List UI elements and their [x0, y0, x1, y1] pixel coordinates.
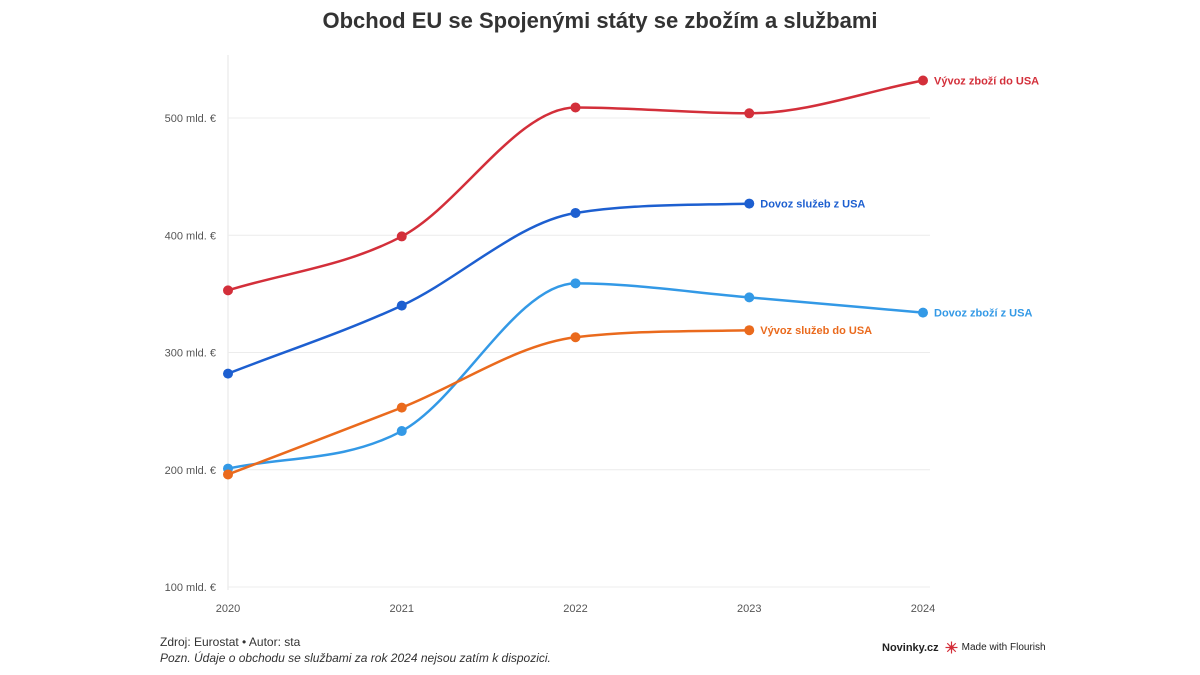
series-lines: [226, 79, 925, 476]
line-chart: 100 mld. € 200 mld. € 300 mld. € 400 mld. €…: [165, 55, 1039, 615]
data-point-dovoz-sluzeb-z-usa[interactable]: [744, 198, 755, 209]
series-points: [223, 75, 928, 480]
y-tick-label: 300 mld. €: [165, 348, 216, 360]
flourish-badge[interactable]: Made with Flourish: [945, 641, 1046, 654]
data-point-dovoz-sluzeb-z-usa[interactable]: [396, 300, 407, 311]
x-tick-label: 2023: [737, 603, 761, 615]
series-label-vyvoz-zbozi-do-usa: Vývoz zboží do USA: [934, 75, 1039, 87]
series-line-dovoz-zbozi-z-usa: [226, 282, 925, 470]
data-point-vyvoz-zbozi-do-usa[interactable]: [396, 231, 407, 242]
data-point-dovoz-sluzeb-z-usa[interactable]: [570, 207, 581, 218]
note-text: Pozn. Údaje o obchodu se službami za rok…: [160, 651, 551, 665]
data-point-vyvoz-sluzeb-do-usa[interactable]: [570, 332, 581, 343]
x-tick-label: 2024: [911, 603, 935, 615]
data-point-vyvoz-zbozi-do-usa[interactable]: [744, 108, 755, 119]
flourish-logo-icon: [945, 641, 958, 654]
data-point-vyvoz-zbozi-do-usa[interactable]: [918, 75, 928, 86]
x-tick-label: 2020: [216, 603, 240, 615]
data-point-dovoz-zbozi-z-usa[interactable]: [396, 426, 407, 437]
y-tick-label: 100 mld. €: [165, 582, 216, 594]
series-labels: Vývoz zboží do USA Dovoz služeb z USA Dovo…: [760, 75, 1039, 337]
y-tick-label: 500 mld. €: [165, 113, 216, 125]
data-point-dovoz-sluzeb-z-usa[interactable]: [223, 368, 233, 379]
data-point-dovoz-zbozi-z-usa[interactable]: [918, 307, 928, 318]
publisher-logo[interactable]: Novinky.cz: [882, 641, 939, 654]
series-line-vyvoz-sluzeb-do-usa: [226, 328, 751, 476]
y-axis-ticks: 100 mld. € 200 mld. € 300 mld. € 400 mld. €…: [165, 113, 216, 594]
source-text: Zdroj: Eurostat • Autor: sta: [160, 635, 301, 649]
data-point-dovoz-zbozi-z-usa[interactable]: [570, 278, 581, 289]
x-axis-ticks: 2020 2021 2022 2023 2024: [216, 603, 935, 615]
series-line-dovoz-sluzeb-z-usa: [226, 202, 751, 375]
data-point-vyvoz-sluzeb-do-usa[interactable]: [223, 469, 233, 480]
chart-footer: Zdroj: Eurostat • Autor: sta Pozn. Údaje…: [160, 634, 551, 666]
branding: Novinky.cz Made with Flourish: [882, 641, 1046, 654]
x-tick-label: 2021: [390, 603, 414, 615]
y-tick-label: 400 mld. €: [165, 230, 216, 242]
series-label-vyvoz-sluzeb-do-usa: Vývoz služeb do USA: [760, 325, 872, 337]
data-point-vyvoz-sluzeb-do-usa[interactable]: [396, 402, 407, 413]
made-with-flourish-text: Made with Flourish: [961, 642, 1046, 653]
data-point-vyvoz-zbozi-do-usa[interactable]: [570, 102, 581, 113]
data-point-dovoz-zbozi-z-usa[interactable]: [744, 292, 755, 303]
data-point-vyvoz-zbozi-do-usa[interactable]: [223, 285, 233, 296]
y-tick-label: 200 mld. €: [165, 465, 216, 477]
x-tick-label: 2022: [563, 603, 587, 615]
series-label-dovoz-zbozi-z-usa: Dovoz zboží z USA: [934, 308, 1032, 320]
chart-title: Obchod EU se Spojenými státy se zbožím a…: [322, 8, 878, 33]
series-label-dovoz-sluzeb-z-usa: Dovoz služeb z USA: [760, 199, 865, 211]
grid-lines: [227, 55, 930, 590]
data-point-vyvoz-sluzeb-do-usa[interactable]: [744, 325, 755, 336]
